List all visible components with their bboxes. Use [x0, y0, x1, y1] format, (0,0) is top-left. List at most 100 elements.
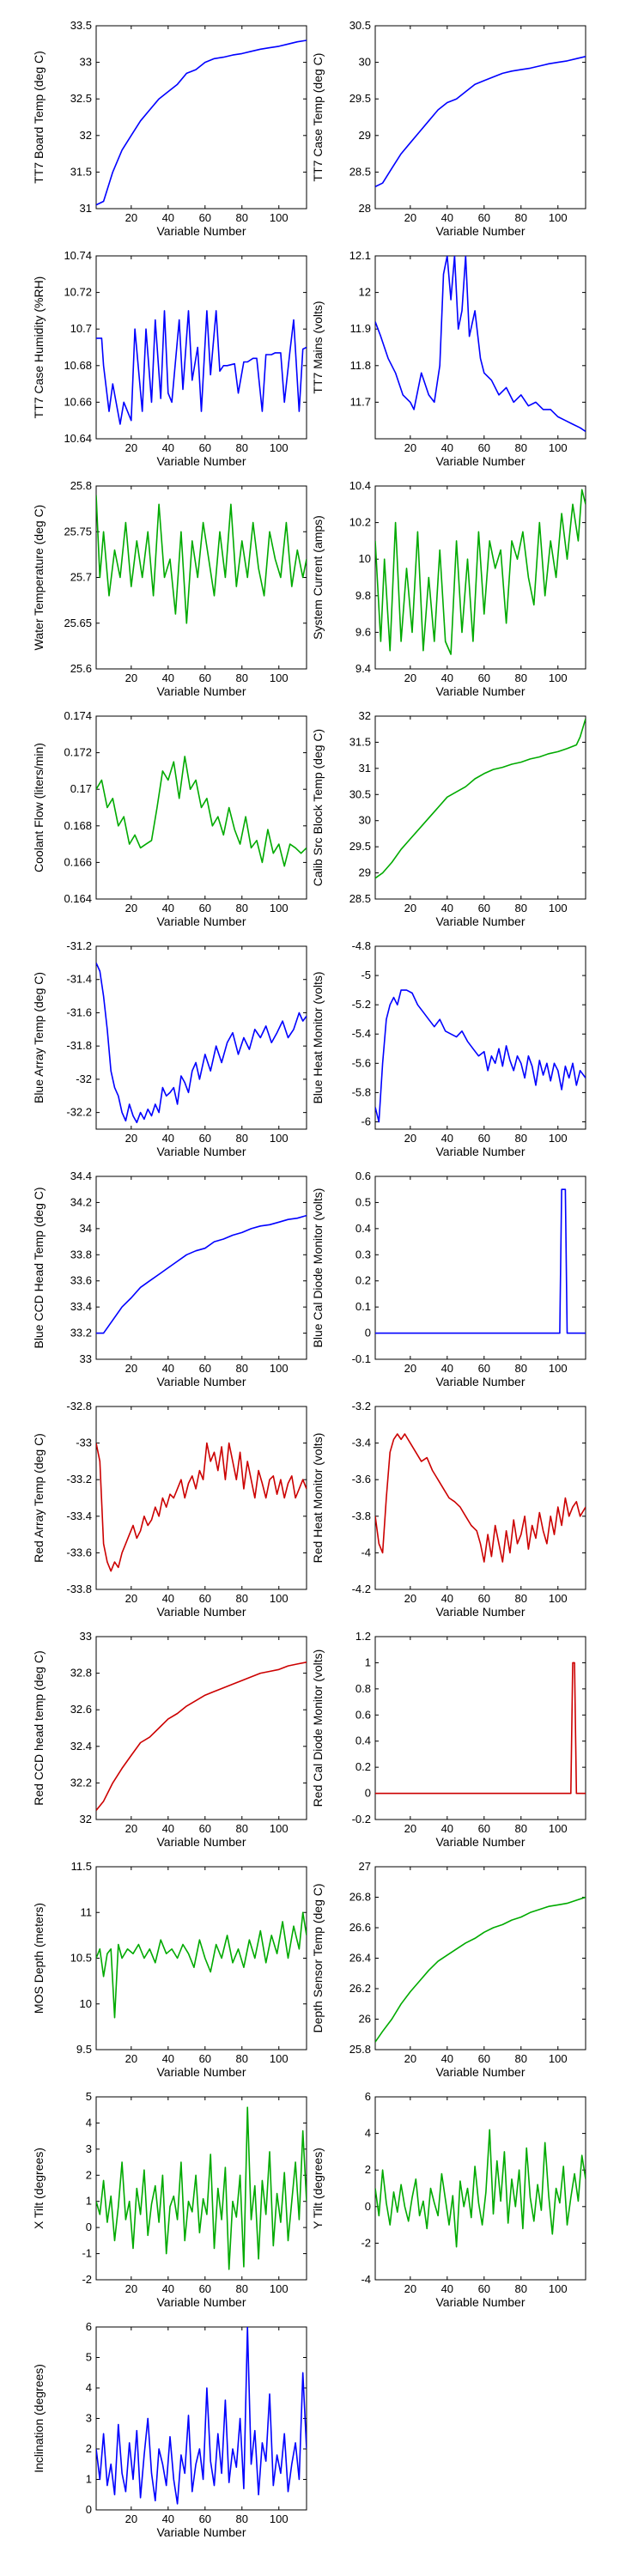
x-tick-label: 20: [125, 2052, 137, 2065]
x-tick-label: 100: [549, 1362, 568, 1375]
series-line: [96, 1911, 307, 2019]
y-tick-label: 10.2: [349, 516, 371, 529]
plot-frame: [374, 1866, 586, 2050]
y-axis-label: Red Heat Monitor (volts): [311, 1433, 325, 1564]
x-tick-label: 60: [478, 211, 490, 224]
x-tick-label: 40: [441, 441, 453, 454]
y-tick-label: 0.2: [355, 1274, 371, 1287]
y-tick-label: -4.2: [352, 1583, 371, 1595]
series-line: [375, 1896, 586, 2043]
x-tick-label: 80: [236, 211, 248, 224]
x-axis-label: Variable Number: [156, 454, 246, 468]
series-line: [96, 495, 307, 624]
x-axis-label: Variable Number: [156, 1375, 246, 1388]
x-tick-label: 80: [515, 1132, 527, 1145]
x-tick-label: 80: [236, 1362, 248, 1375]
y-tick-label: 6: [365, 2090, 371, 2103]
x-axis-label: Variable Number: [156, 1145, 246, 1158]
x-tick-label: 40: [162, 2282, 174, 2295]
x-tick-label: 100: [549, 2052, 568, 2065]
y-tick-label: 25.6: [70, 662, 92, 675]
y-tick-label: 0.174: [64, 709, 92, 722]
y-tick-label: 0: [365, 1327, 371, 1340]
y-tick-label: 10.68: [64, 359, 92, 372]
x-tick-label: 60: [478, 1822, 490, 1835]
y-tick-label: -31.4: [66, 973, 92, 986]
y-tick-label: 26.2: [349, 1982, 371, 1995]
y-tick-label: 9.5: [76, 2043, 92, 2056]
y-tick-label: 27: [359, 1860, 371, 1873]
y-tick-label: 12: [359, 286, 371, 299]
y-tick-label: -33: [76, 1437, 92, 1449]
chart-panel: 20 40 60 80 100 -32.2 -32 -31.8 -31.6 -31.4 -31.2 V…: [32, 939, 307, 1158]
y-tick-label: 26.4: [349, 1952, 371, 1965]
chart-panel: 20 40 60 80 100 28 28.5 29 29.5 30 30.5 Variable Nu…: [311, 19, 586, 238]
y-tick-label: -3.2: [352, 1400, 371, 1413]
y-axis-label: MOS Depth (meters): [32, 1903, 46, 2014]
x-tick-label: 80: [236, 1592, 248, 1605]
y-axis-label: Blue Cal Diode Monitor (volts): [311, 1188, 325, 1348]
y-tick-label: 33.5: [70, 19, 92, 32]
x-tick-label: 100: [270, 671, 289, 684]
y-tick-label: 0: [365, 1787, 371, 1800]
x-tick-label: 80: [236, 1132, 248, 1145]
y-tick-label: 30: [359, 56, 371, 69]
x-tick-label: 20: [404, 441, 416, 454]
y-axis-label: Coolant Flow (liters/min): [32, 743, 46, 872]
chart-panel: 20 40 60 80 100 -0.2 0 0.2 0.4 0.6 0.8 1 1.2 Variable…: [311, 1630, 586, 1849]
series-line: [96, 2106, 307, 2270]
y-tick-label: 0.2: [355, 1760, 371, 1773]
y-axis-label: Calib Src Block Temp (deg C): [311, 729, 325, 886]
x-tick-label: 80: [515, 2052, 527, 2065]
y-tick-label: 33: [80, 1352, 92, 1365]
series-line: [375, 256, 586, 433]
x-tick-label: 60: [199, 2512, 211, 2525]
y-tick-label: 33.2: [70, 1327, 92, 1340]
x-tick-label: 80: [515, 1362, 527, 1375]
series-line: [375, 1662, 586, 1795]
x-tick-label: 80: [236, 2052, 248, 2065]
y-tick-label: -32.8: [66, 1400, 92, 1413]
y-tick-label: 31: [80, 202, 92, 215]
x-axis-label: Variable Number: [435, 1835, 525, 1849]
y-tick-label: -31.2: [66, 939, 92, 952]
x-tick-label: 60: [478, 671, 490, 684]
series-line: [375, 56, 586, 188]
chart-panel: 20 40 60 80 100 -4.2 -4 -3.8 -3.6 -3.4 -3.2 Variabl…: [311, 1400, 586, 1619]
y-tick-label: 28.5: [349, 165, 371, 178]
chart-panel: 20 40 60 80 100 -33.8 -33.6 -33.4 -33.2 -33 -32.8 V…: [32, 1400, 307, 1619]
x-axis-label: Variable Number: [435, 1605, 525, 1619]
x-axis-label: Variable Number: [435, 914, 525, 928]
y-tick-label: -31.8: [66, 1039, 92, 1052]
x-tick-label: 20: [404, 1592, 416, 1605]
y-tick-label: 10: [359, 552, 371, 565]
y-tick-label: 34.4: [70, 1170, 92, 1182]
y-tick-label: 9.6: [355, 625, 371, 638]
x-tick-label: 40: [162, 211, 174, 224]
y-axis-label: TT7 Board Temp (deg C): [32, 51, 46, 184]
y-tick-label: -0.2: [352, 1813, 371, 1826]
plot-frame: [374, 1636, 586, 1820]
y-tick-label: 4: [365, 2127, 371, 2140]
y-axis-label: Water Temperature (deg C): [32, 505, 46, 651]
y-tick-label: 29: [359, 129, 371, 142]
x-tick-label: 20: [125, 671, 137, 684]
y-tick-label: -33.2: [66, 1473, 92, 1485]
chart-panel: 20 40 60 80 100 0.164 0.166 0.168 0.17 0.172 0.174…: [32, 709, 307, 928]
x-axis-label: Variable Number: [435, 1145, 525, 1158]
series-line: [375, 489, 586, 655]
x-tick-label: 60: [478, 441, 490, 454]
y-axis-label: TT7 Case Humidity (%RH): [32, 276, 46, 419]
y-tick-label: 2: [86, 2442, 92, 2455]
x-tick-label: 60: [199, 902, 211, 914]
y-tick-label: 0.166: [64, 855, 92, 868]
y-tick-label: -31.6: [66, 1005, 92, 1018]
y-tick-label: 11.7: [350, 395, 371, 408]
y-tick-label: 31: [359, 762, 371, 775]
x-tick-label: 80: [236, 902, 248, 914]
x-tick-label: 60: [199, 1362, 211, 1375]
x-tick-label: 40: [162, 441, 174, 454]
y-tick-label: 0.6: [355, 1170, 371, 1182]
x-tick-label: 80: [236, 2282, 248, 2295]
